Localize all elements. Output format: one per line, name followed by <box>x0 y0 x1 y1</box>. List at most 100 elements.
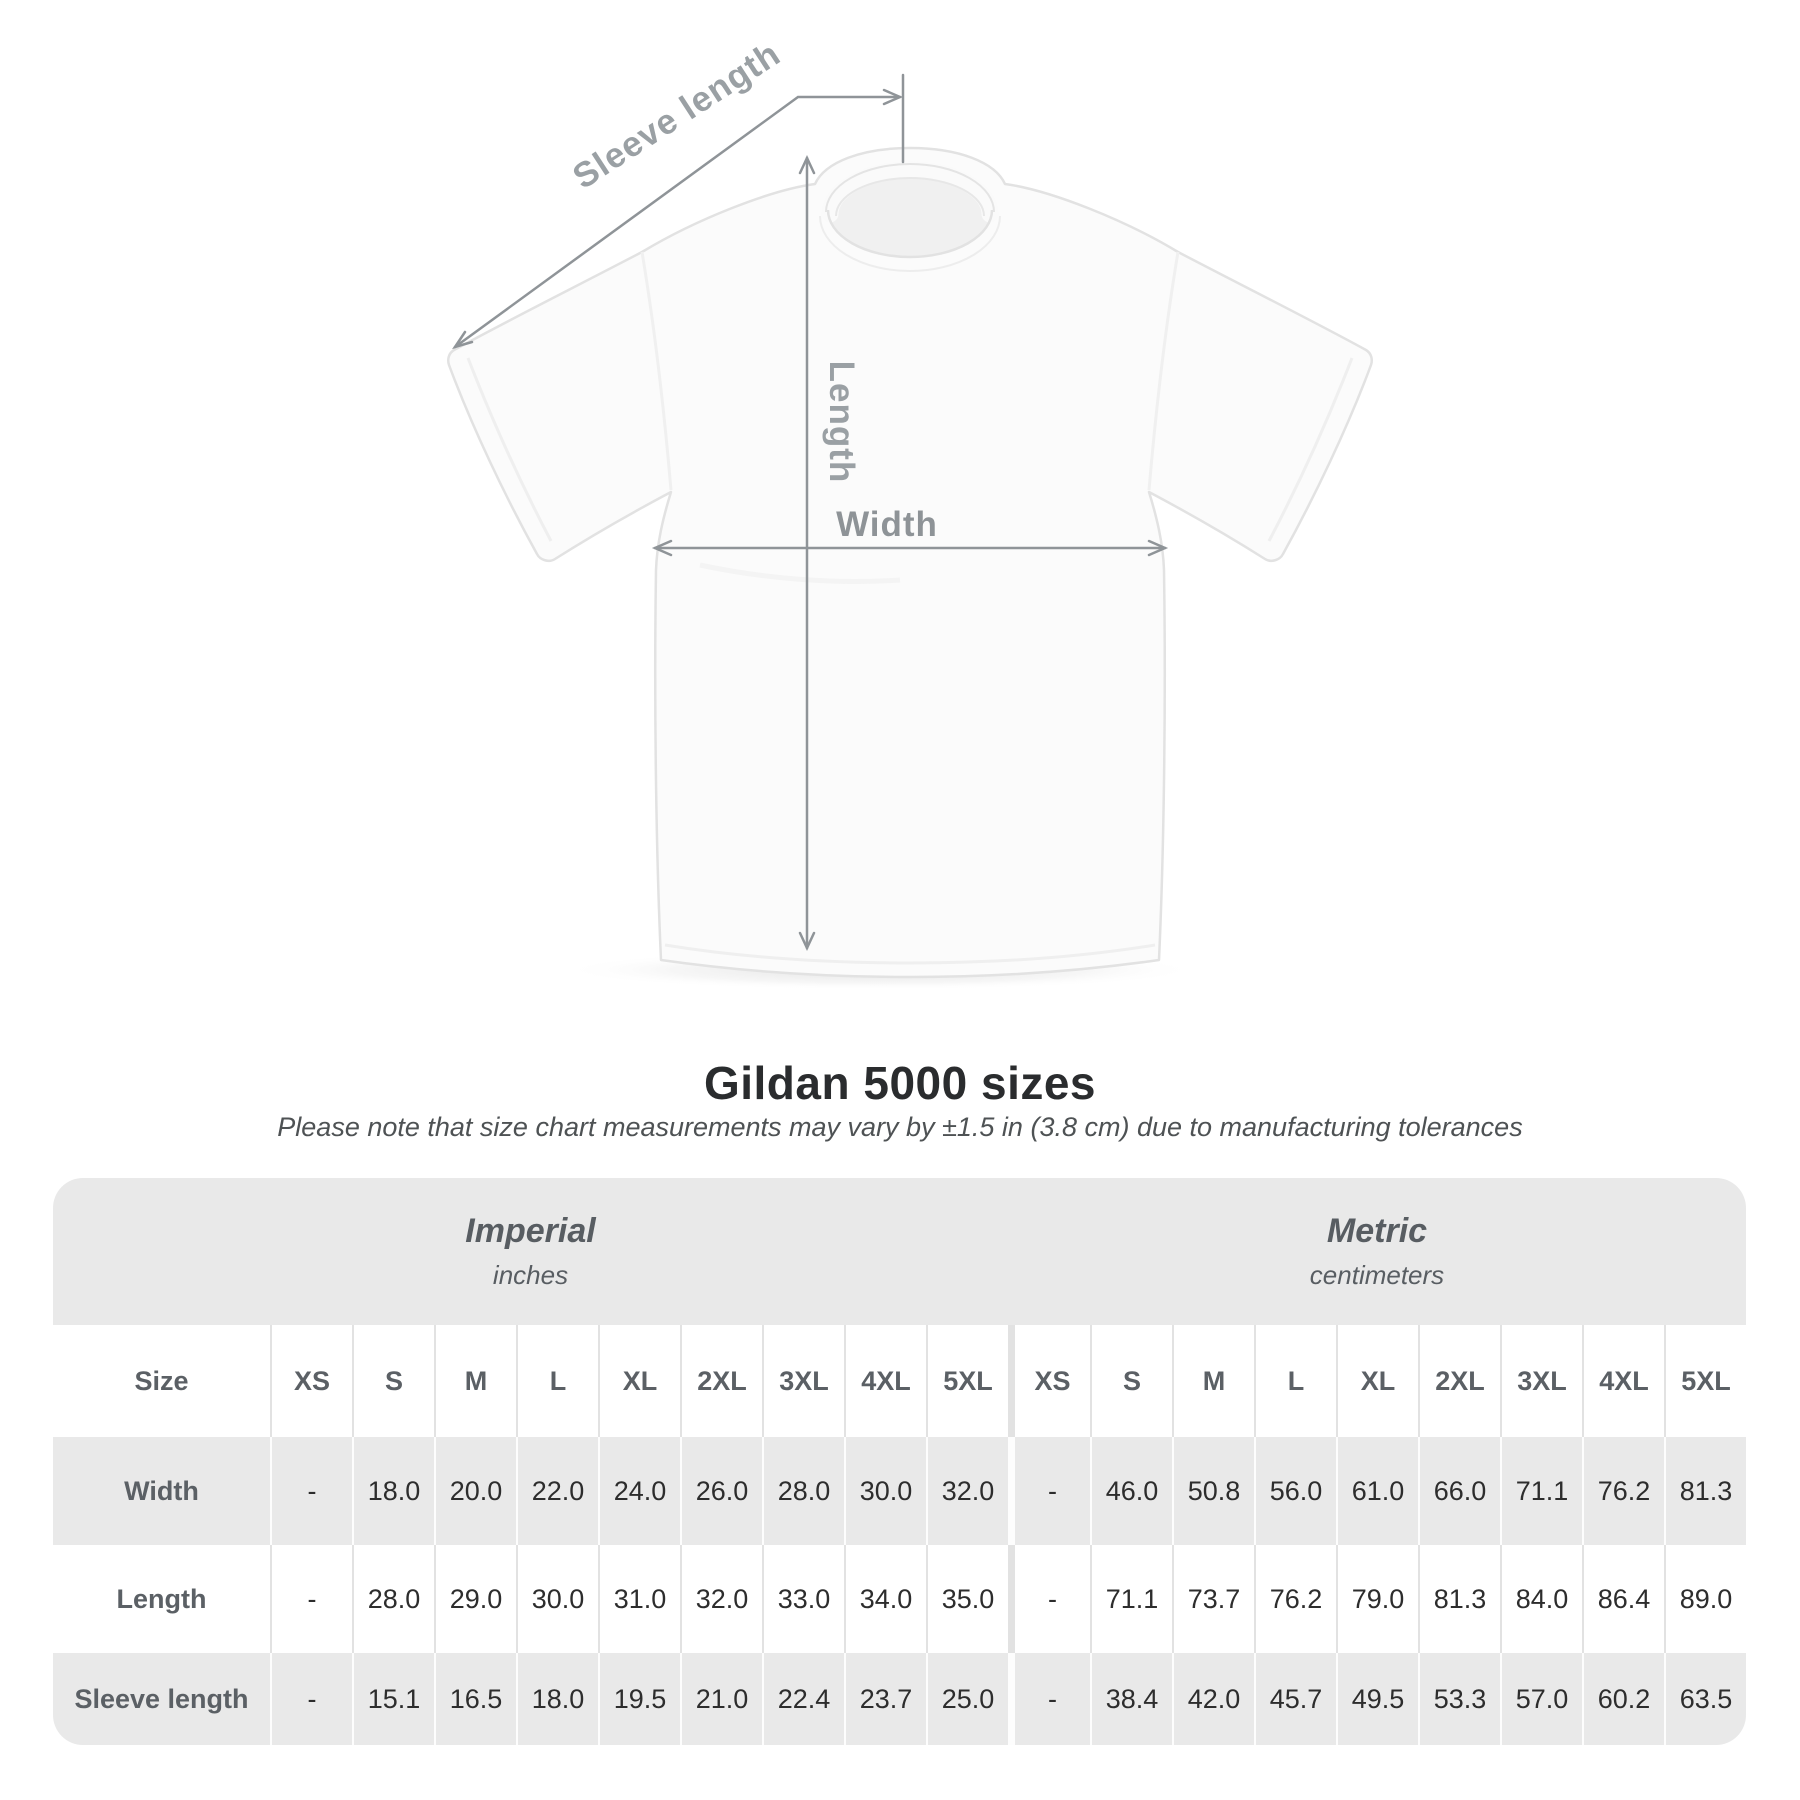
measurement-value-cell: 76.2 <box>1582 1437 1664 1545</box>
size-column-header: XL <box>598 1325 680 1437</box>
measurement-value-cell: 63.5 <box>1664 1653 1746 1745</box>
measurement-value-cell: 73.7 <box>1172 1545 1254 1653</box>
table-row-sleeve-length: Sleeve length -15.1 16.5 18.0 19.5 21.0 22.4 23… <box>53 1653 1746 1745</box>
measurement-value-cell: 57.0 <box>1500 1653 1582 1745</box>
measurement-value-cell: 38.4 <box>1090 1653 1172 1745</box>
measurement-value-cell: - <box>270 1545 352 1653</box>
measurement-row-label: Length <box>116 1583 207 1614</box>
collar-band-outer-seam <box>825 163 995 213</box>
measurement-row-label: Sleeve length <box>74 1683 249 1714</box>
measurement-value-cell: 86.4 <box>1582 1545 1664 1653</box>
size-column-header: S <box>352 1325 434 1437</box>
dimension-lines <box>452 73 1169 951</box>
imperial-title: Imperial <box>465 1212 596 1250</box>
measurement-value-cell: 53.3 <box>1418 1653 1500 1745</box>
measurement-value-cell: 76.2 <box>1254 1545 1336 1653</box>
imperial-unit-header: Imperial inches <box>53 1178 1008 1325</box>
measurement-value-cell: 24.0 <box>598 1437 680 1545</box>
tolerance-note: Please note that size chart measurements… <box>277 1112 1523 1142</box>
length-arrow-top <box>798 155 816 175</box>
measurement-value-cell: 31.0 <box>598 1545 680 1653</box>
measurement-value-cell: 56.0 <box>1254 1437 1336 1545</box>
sleeve-length-label: Sleeve length <box>566 34 787 197</box>
table-row-length: Length -28.0 29.0 30.0 31.0 32.0 33.0 34.0 35.0-… <box>53 1545 1746 1653</box>
measurement-value-cell: - <box>1008 1437 1090 1545</box>
measurement-value-cell: 49.5 <box>1336 1653 1418 1745</box>
size-column-header: XL <box>1336 1325 1418 1437</box>
unit-header-band: Imperial inches Metric centimeters <box>53 1178 1746 1325</box>
measurement-value-cell: 61.0 <box>1336 1437 1418 1545</box>
measurement-value-cell: 28.0 <box>762 1437 844 1545</box>
size-column-header: 4XL <box>844 1325 926 1437</box>
measurement-value-cell: 32.0 <box>926 1437 1008 1545</box>
measurement-value-cell: 28.0 <box>352 1545 434 1653</box>
measurement-value-cell: 33.0 <box>762 1545 844 1653</box>
width-arrow-right <box>1147 539 1169 557</box>
measurement-value-cell: 19.5 <box>598 1653 680 1745</box>
length-label: Length <box>822 361 861 484</box>
measurement-value-cell: 81.3 <box>1664 1437 1746 1545</box>
measurement-value-cell: 21.0 <box>680 1653 762 1745</box>
measurement-value-cell: 45.7 <box>1254 1653 1336 1745</box>
measurement-value-cell: - <box>270 1653 352 1745</box>
collar-band-inner-seam <box>835 177 985 217</box>
measurement-value-cell: 20.0 <box>434 1437 516 1545</box>
page-title: Gildan 5000 sizes <box>703 1057 1097 1109</box>
size-column-header: 2XL <box>1418 1325 1500 1437</box>
sleeve-arrow-left <box>452 330 474 350</box>
width-arrow-left <box>651 539 673 557</box>
measurement-value-cell: 18.0 <box>352 1437 434 1545</box>
measurement-value-cell: 34.0 <box>844 1545 926 1653</box>
size-column-header: 5XL <box>926 1325 1008 1437</box>
metric-subtitle: centimeters <box>1309 1260 1445 1290</box>
size-column-header: L <box>516 1325 598 1437</box>
measurement-value-cell: 25.0 <box>926 1653 1008 1745</box>
size-column-header: 3XL <box>1500 1325 1582 1437</box>
left-sleeve-seam <box>640 251 673 491</box>
size-column-header: 5XL <box>1664 1325 1746 1437</box>
right-sleeve-seam <box>1147 251 1180 491</box>
measurement-value-cell: 46.0 <box>1090 1437 1172 1545</box>
measurement-value-cell: - <box>270 1437 352 1545</box>
tshirt-diagram: Sleeve length Length Width <box>446 34 1374 990</box>
length-arrow-bottom <box>798 931 816 951</box>
measurement-row-label: Width <box>124 1475 199 1506</box>
size-header-label: Size <box>134 1365 189 1396</box>
width-label: Width <box>836 505 938 544</box>
size-column-header: L <box>1254 1325 1336 1437</box>
measurement-value-cell: - <box>1008 1545 1090 1653</box>
tshirt-body <box>446 146 1374 979</box>
right-cuff-stitch <box>1267 357 1354 542</box>
measurement-value-cell: 16.5 <box>434 1653 516 1745</box>
sleeve-length-line <box>453 95 902 349</box>
hem-stitch <box>664 943 1156 965</box>
measurement-value-cell: 30.0 <box>844 1437 926 1545</box>
metric-unit-header: Metric centimeters <box>1008 1178 1746 1325</box>
measurement-value-cell: 15.1 <box>352 1653 434 1745</box>
measurement-value-cell: 22.0 <box>516 1437 598 1545</box>
measurement-value-cell: 30.0 <box>516 1545 598 1653</box>
collar-inside <box>828 163 992 257</box>
measurement-value-cell: 23.7 <box>844 1653 926 1745</box>
measurement-value-cell: - <box>1008 1653 1090 1745</box>
size-header-row: Size XS S M L XL 2XL 3XL 4XL 5XL XS S M L XL 2XL 3XL 4XL 5… <box>53 1325 1746 1437</box>
metric-title: Metric <box>1326 1212 1428 1250</box>
size-column-header: 2XL <box>680 1325 762 1437</box>
measurement-value-cell: 71.1 <box>1090 1545 1172 1653</box>
size-column-header: 3XL <box>762 1325 844 1437</box>
measurement-value-cell: 18.0 <box>516 1653 598 1745</box>
measurement-value-cell: 22.4 <box>762 1653 844 1745</box>
measurement-value-cell: 71.1 <box>1500 1437 1582 1545</box>
sleeve-arrow-right <box>882 88 904 106</box>
size-column-header: 4XL <box>1582 1325 1664 1437</box>
size-column-header: M <box>1172 1325 1254 1437</box>
front-neckline-seam <box>826 209 994 259</box>
measurement-value-cell: 79.0 <box>1336 1545 1418 1653</box>
measurement-value-cell: 42.0 <box>1172 1653 1254 1745</box>
neckline-stitch <box>819 215 1001 272</box>
size-column-header: S <box>1090 1325 1172 1437</box>
measurement-value-cell: 29.0 <box>434 1545 516 1653</box>
size-column-header: XS <box>270 1325 352 1437</box>
imperial-subtitle: inches <box>492 1260 569 1290</box>
